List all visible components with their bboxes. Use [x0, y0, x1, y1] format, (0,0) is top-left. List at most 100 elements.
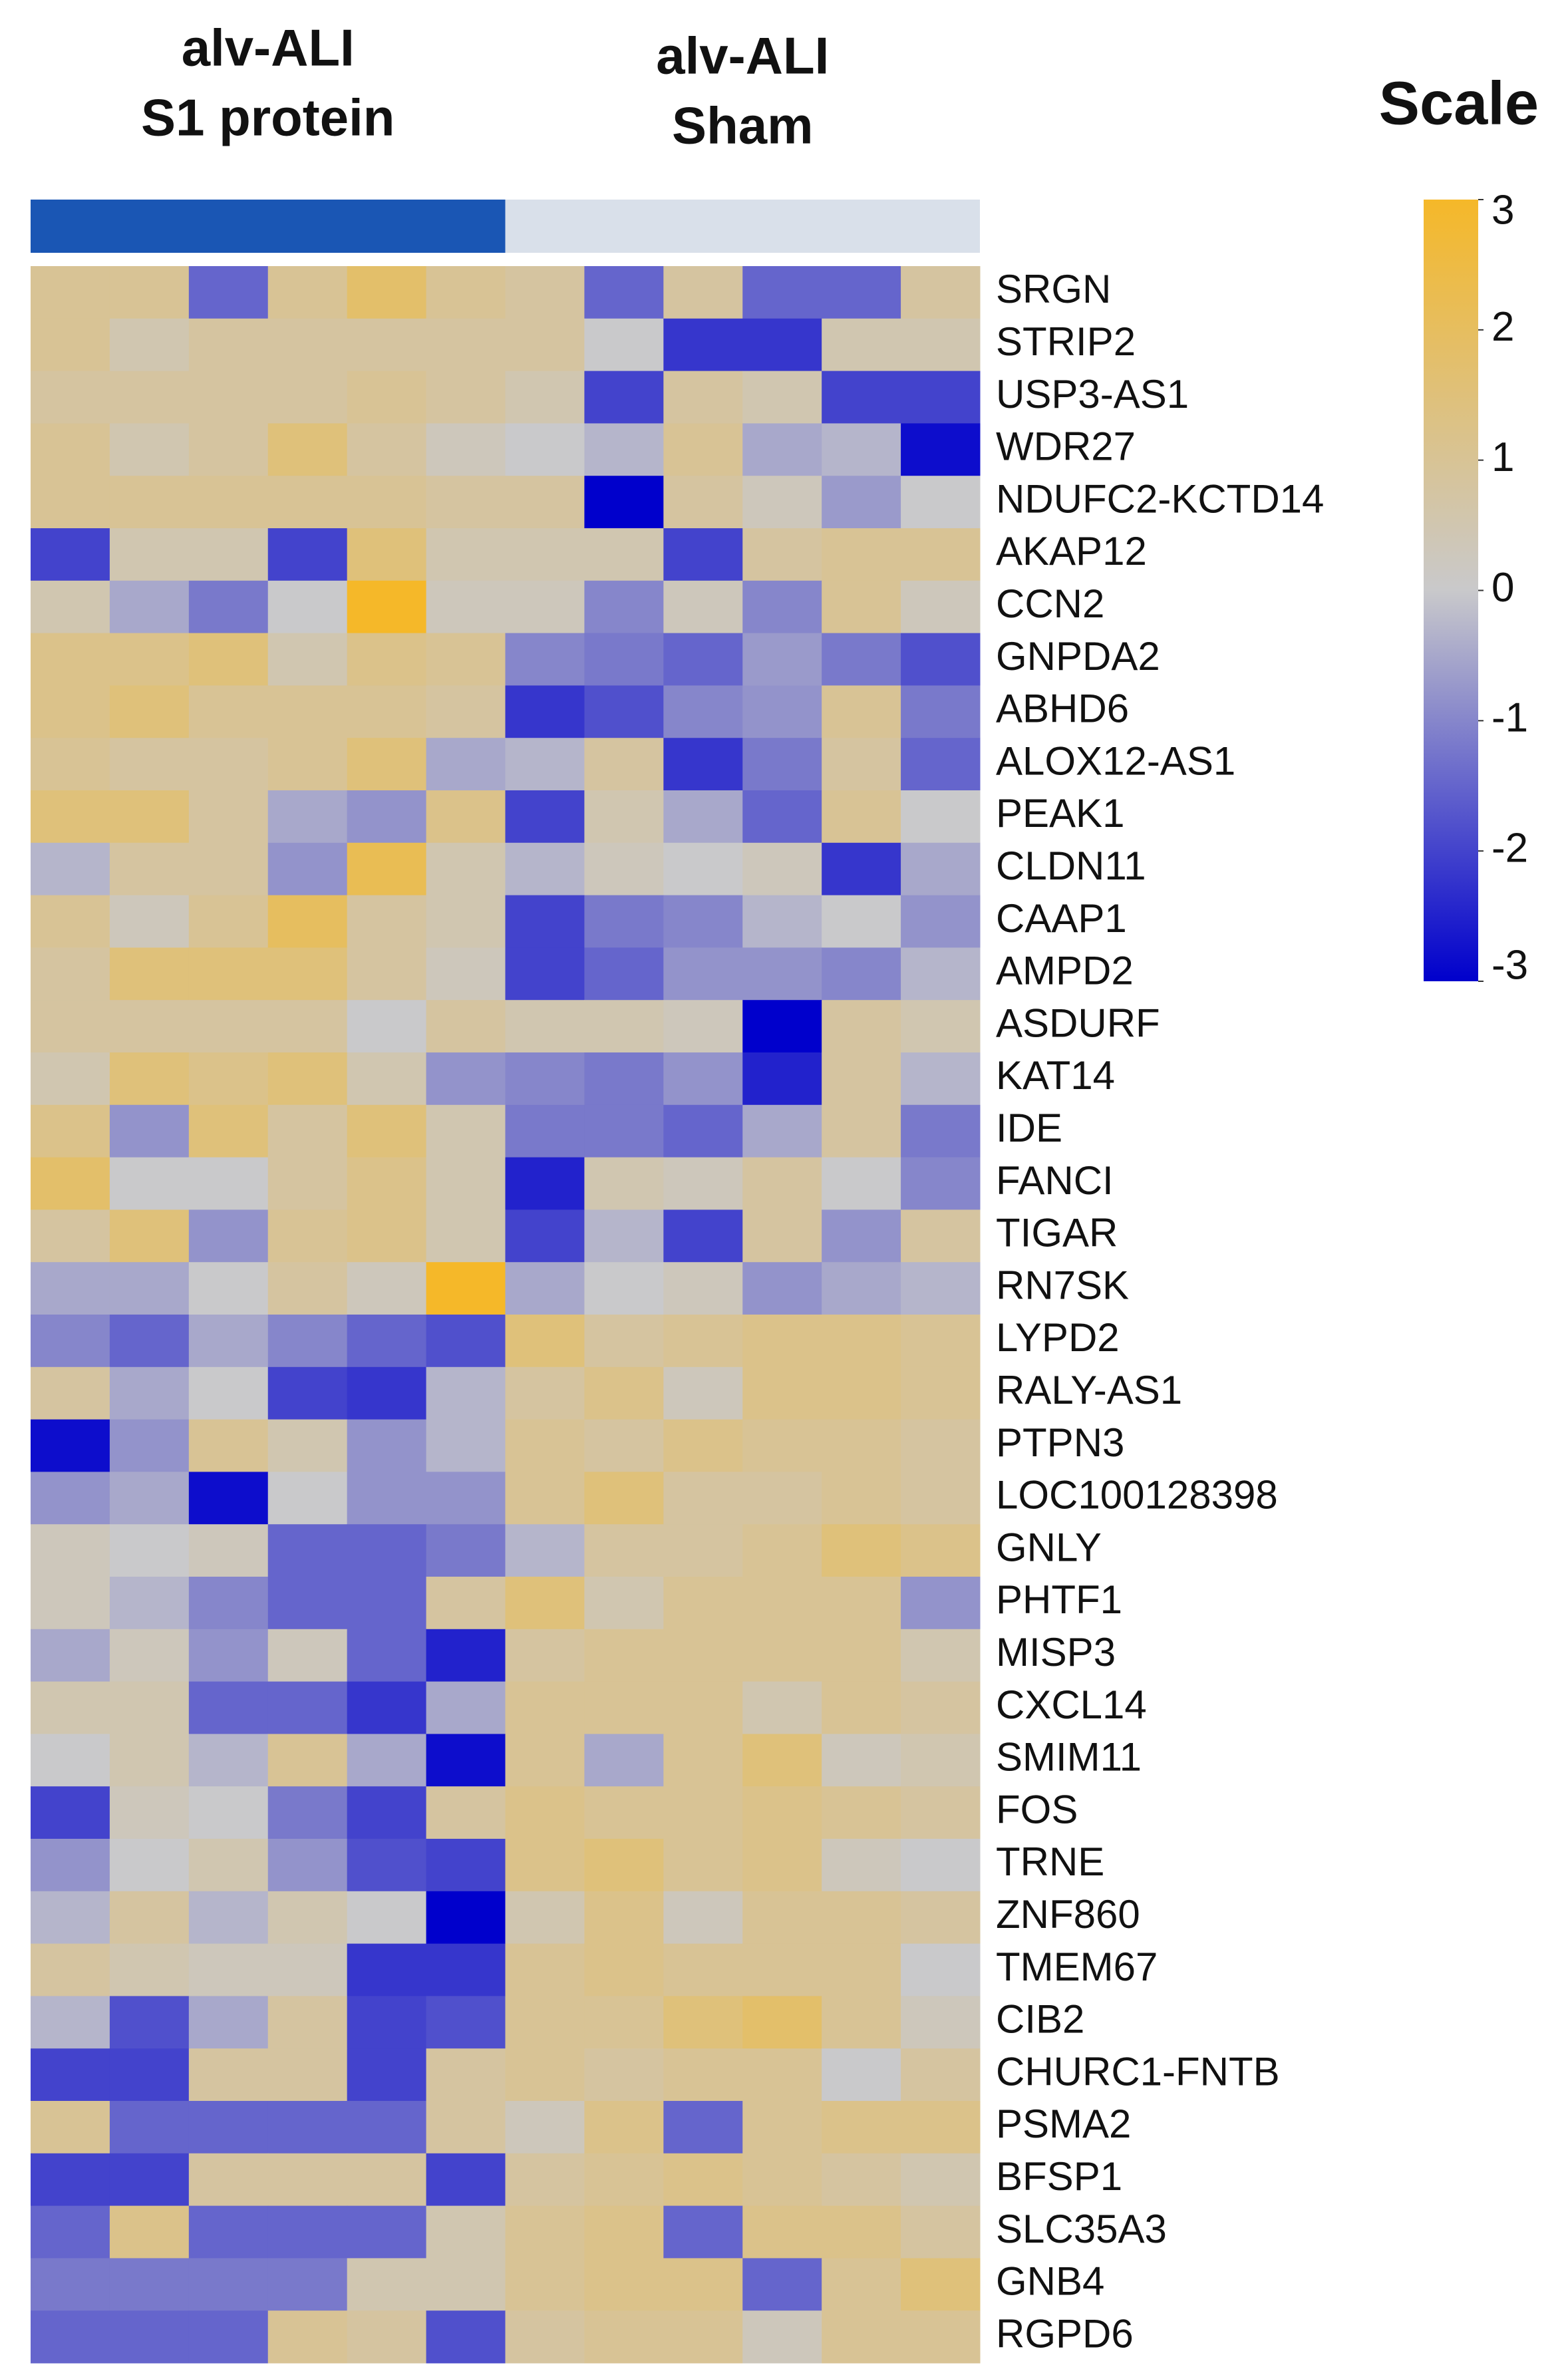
heatmap-cell — [505, 476, 585, 529]
heatmap-cell — [31, 1052, 110, 1106]
heatmap-cell — [109, 423, 190, 476]
heatmap-cell — [31, 1315, 110, 1368]
row-label: KAT14 — [996, 1053, 1115, 1098]
heatmap-cell — [267, 1839, 348, 1892]
heatmap-cell — [663, 1472, 743, 1525]
heatmap-cell — [584, 1157, 664, 1210]
heatmap-cell — [663, 476, 743, 529]
heatmap-cell — [584, 895, 664, 948]
heatmap-cell — [822, 1577, 901, 1630]
heatmap-cell — [426, 580, 506, 634]
row-label: SRGN — [996, 267, 1111, 311]
heatmap-cell — [347, 947, 427, 1001]
heatmap-cell — [109, 790, 190, 844]
heatmap-cell — [584, 1104, 664, 1158]
heatmap-cell — [663, 1943, 743, 1996]
heatmap-cell — [822, 2205, 901, 2259]
heatmap-cell — [31, 1000, 110, 1053]
heatmap-cell — [822, 476, 901, 529]
heatmap-cell — [188, 1000, 269, 1053]
heatmap-cell — [109, 476, 190, 529]
heatmap-cell — [822, 633, 901, 686]
heatmap-cell — [31, 2258, 110, 2311]
heatmap-cell — [505, 2205, 585, 2259]
heatmap-cell — [188, 1157, 269, 1210]
heatmap-cell — [901, 1315, 981, 1368]
heatmap-cell — [901, 1472, 981, 1525]
row-label: CXCL14 — [996, 1682, 1147, 1727]
heatmap-cell — [347, 1419, 427, 1472]
heatmap-cell — [505, 1262, 585, 1315]
heatmap-cell — [109, 2258, 190, 2311]
group-bar — [505, 200, 980, 253]
heatmap-cell — [109, 1366, 190, 1420]
heatmap-cell — [584, 1943, 664, 1996]
heatmap-cell — [901, 476, 981, 529]
heatmap-cell — [347, 1734, 427, 1787]
heatmap-cell — [822, 1209, 901, 1263]
heatmap-cell — [901, 1839, 981, 1892]
heatmap-cell — [822, 580, 901, 634]
heatmap-cell — [188, 1262, 269, 1315]
heatmap-cell — [742, 1524, 822, 1577]
heatmap-cell — [188, 266, 269, 319]
heatmap-cell — [347, 1000, 427, 1053]
heatmap-cell — [742, 842, 822, 896]
heatmap-cell — [742, 2258, 822, 2311]
heatmap-cell — [31, 895, 110, 948]
heatmap-cell — [584, 266, 664, 319]
heatmap-cell — [901, 580, 981, 634]
heatmap-cell — [822, 1262, 901, 1315]
heatmap-cell — [505, 1157, 585, 1210]
heatmap-cell — [31, 2205, 110, 2259]
heatmap-cell — [31, 580, 110, 634]
heatmap-cell — [663, 1839, 743, 1892]
heatmap-cell — [188, 1943, 269, 1996]
heatmap-cell — [742, 2101, 822, 2154]
heatmap-cell — [663, 580, 743, 634]
heatmap-cell — [267, 2258, 348, 2311]
heatmap-cell — [188, 580, 269, 634]
row-label: SMIM11 — [996, 1735, 1142, 1780]
heatmap-cell — [188, 1577, 269, 1630]
heatmap-cell — [901, 528, 981, 581]
heatmap-cell — [31, 1891, 110, 1945]
heatmap-cell — [901, 2205, 981, 2259]
heatmap-cell — [267, 371, 348, 424]
heatmap-cell — [901, 947, 981, 1001]
heatmap-cell — [584, 1052, 664, 1106]
heatmap-cell — [109, 2153, 190, 2207]
heatmap-cell — [584, 738, 664, 791]
heatmap-cell — [109, 2048, 190, 2102]
heatmap-cell — [426, 633, 506, 686]
heatmap-cell — [663, 1734, 743, 1787]
heatmap-cell — [188, 1891, 269, 1945]
heatmap-cell — [584, 1891, 664, 1945]
heatmap-cell — [505, 947, 585, 1001]
heatmap-cell — [901, 2153, 981, 2207]
heatmap-cell — [267, 1472, 348, 1525]
heatmap-cell — [109, 895, 190, 948]
heatmap-cell — [822, 266, 901, 319]
heatmap-cell — [742, 1629, 822, 1682]
heatmap-cell — [109, 1734, 190, 1787]
heatmap-cell — [742, 790, 822, 844]
heatmap-cell — [109, 1629, 190, 1682]
heatmap-cell — [426, 2101, 506, 2154]
heatmap-cell — [267, 423, 348, 476]
heatmap-cell — [426, 1629, 506, 1682]
heatmap-cell — [663, 633, 743, 686]
heatmap-cell — [426, 1157, 506, 1210]
heatmap-cell — [188, 2101, 269, 2154]
heatmap-cell — [188, 2310, 269, 2364]
heatmap-cell — [267, 2101, 348, 2154]
heatmap-cell — [109, 2310, 190, 2364]
heatmap-cell — [584, 2205, 664, 2259]
heatmap-cell — [822, 842, 901, 896]
heatmap-cell — [505, 633, 585, 686]
heatmap-cell — [822, 895, 901, 948]
heatmap-cell — [901, 685, 981, 738]
heatmap-cell — [109, 371, 190, 424]
heatmap-cell — [505, 1052, 585, 1106]
heatmap-cell — [347, 1629, 427, 1682]
